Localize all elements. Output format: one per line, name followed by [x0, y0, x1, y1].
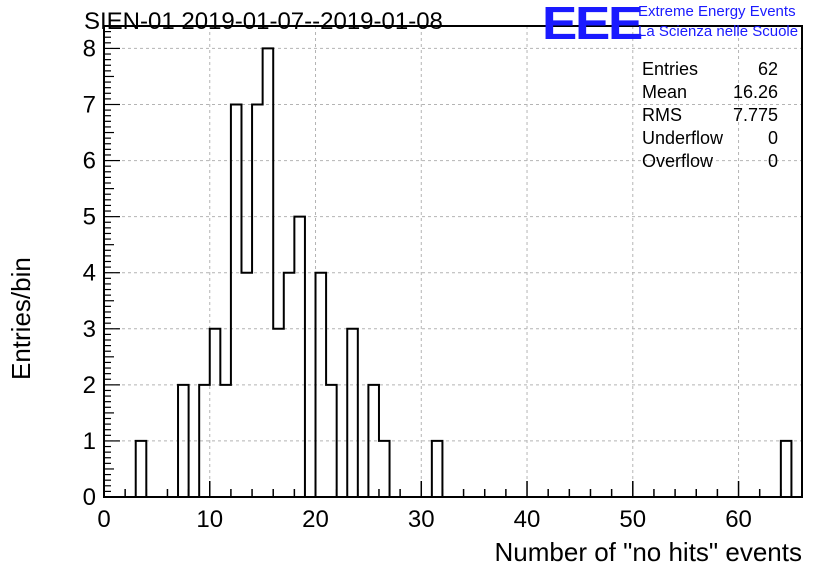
y-tick-label: 4 [83, 260, 96, 287]
stats-label: Entries [642, 59, 699, 79]
stats-row-overflow: Overflow 0 [636, 150, 782, 173]
x-axis-label: Number of "no hits" events [494, 537, 803, 567]
stats-value: 62 [757, 59, 778, 79]
histogram-outline [104, 47, 802, 498]
histogram-bin [781, 441, 792, 497]
eee-logo: EEE Extreme Energy Events La Scienza nel… [542, 0, 798, 48]
stats-box: Entries 62 Mean 16.26 RMS 7.775 Underflo… [636, 58, 782, 173]
y-axis-label: Entries/bin [6, 257, 36, 380]
x-tick-label: 60 [725, 506, 752, 533]
histogram-bin [432, 441, 443, 497]
stats-label: Underflow [642, 128, 724, 148]
axis-tick-labels: 0 10 20 30 40 50 60 0 1 2 3 4 5 6 7 8 [83, 35, 752, 533]
stats-value: 0 [767, 151, 778, 171]
stats-label: RMS [642, 105, 682, 125]
x-tick-label: 40 [514, 506, 541, 533]
y-tick-label: 6 [83, 148, 96, 175]
y-tick-label: 1 [83, 428, 96, 455]
x-tick-label: 10 [196, 506, 223, 533]
x-tick-label: 30 [408, 506, 435, 533]
histogram-bin [231, 105, 242, 498]
stats-row-entries: Entries 62 [636, 58, 782, 81]
x-tick-label: 20 [302, 506, 329, 533]
histogram-bin [210, 329, 221, 497]
stats-row-rms: RMS 7.775 [636, 104, 782, 127]
eee-logo-text: Extreme Energy Events La Scienza nelle S… [638, 2, 798, 42]
grid-lines [104, 26, 802, 497]
x-tick-label: 0 [97, 506, 110, 533]
stats-label: Overflow [642, 151, 714, 171]
histogram-bin [136, 441, 147, 497]
y-tick-label: 7 [83, 92, 96, 119]
histogram-bin [379, 441, 390, 497]
eee-logo-mark: EEE [542, 0, 643, 49]
histogram-bin [294, 217, 305, 497]
y-tick-label: 2 [83, 372, 96, 399]
histogram-bin [347, 329, 358, 497]
y-tick-label: 3 [83, 316, 96, 343]
chart-title: SIEN-01 2019-01-07--2019-01-08 [84, 8, 443, 35]
stats-row-mean: Mean 16.26 [636, 81, 782, 104]
y-tick-label: 8 [83, 35, 96, 62]
y-tick-label: 5 [83, 204, 96, 231]
stats-value: 0 [767, 128, 778, 148]
logo-line-1: Extreme Energy Events [638, 3, 796, 20]
y-tick-label: 0 [83, 484, 96, 511]
histogram-bin [252, 105, 263, 498]
axis-ticks [103, 25, 803, 498]
stats-label: Mean [642, 82, 688, 102]
logo-line-2: La Scienza nelle Scuole [638, 23, 799, 40]
stats-value: 16.26 [732, 82, 778, 102]
stats-value: 7.775 [732, 105, 778, 125]
stats-row-underflow: Underflow 0 [636, 127, 782, 150]
histogram-bin [273, 329, 284, 497]
x-tick-label: 50 [619, 506, 646, 533]
